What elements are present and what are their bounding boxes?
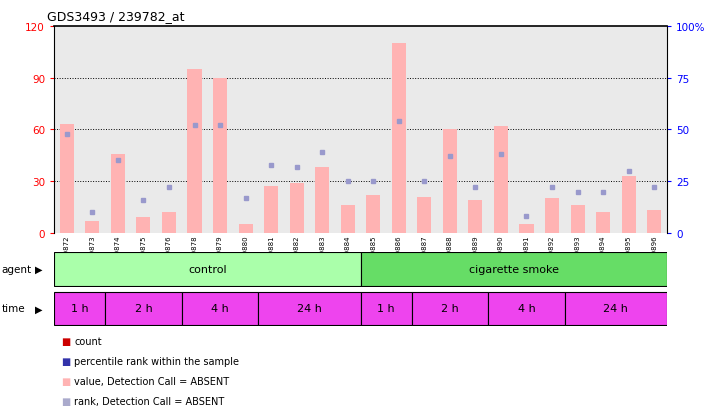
Text: ■: ■ bbox=[61, 356, 71, 366]
Text: ▶: ▶ bbox=[35, 304, 42, 314]
Bar bbox=[417, 197, 431, 233]
Bar bbox=[443, 130, 457, 233]
Text: ■: ■ bbox=[61, 376, 71, 386]
Text: 24 h: 24 h bbox=[603, 304, 628, 314]
Bar bbox=[258, 27, 284, 233]
Bar bbox=[437, 27, 463, 233]
Bar bbox=[590, 27, 616, 233]
Bar bbox=[187, 70, 202, 233]
Text: 1 h: 1 h bbox=[71, 304, 89, 314]
Bar bbox=[290, 183, 304, 233]
Bar bbox=[366, 195, 380, 233]
Bar bbox=[570, 206, 585, 233]
Bar bbox=[360, 292, 412, 325]
Text: rank, Detection Call = ABSENT: rank, Detection Call = ABSENT bbox=[74, 396, 224, 406]
Bar bbox=[545, 199, 559, 233]
Bar bbox=[54, 292, 105, 325]
Bar bbox=[233, 27, 258, 233]
Text: 1 h: 1 h bbox=[377, 304, 395, 314]
Bar bbox=[642, 27, 667, 233]
Bar bbox=[360, 253, 667, 286]
Bar bbox=[213, 78, 227, 233]
Bar bbox=[79, 27, 105, 233]
Bar bbox=[622, 177, 636, 233]
Text: ■: ■ bbox=[61, 396, 71, 406]
Bar bbox=[392, 44, 406, 233]
Bar bbox=[131, 27, 156, 233]
Text: 2 h: 2 h bbox=[135, 304, 152, 314]
Text: ■: ■ bbox=[61, 337, 71, 347]
Bar bbox=[463, 27, 488, 233]
Text: control: control bbox=[188, 264, 226, 275]
Bar bbox=[335, 27, 360, 233]
Text: GDS3493 / 239782_at: GDS3493 / 239782_at bbox=[47, 10, 185, 23]
Bar bbox=[156, 27, 182, 233]
Text: 24 h: 24 h bbox=[297, 304, 322, 314]
Bar bbox=[162, 213, 176, 233]
Bar bbox=[341, 206, 355, 233]
Text: ▶: ▶ bbox=[35, 264, 42, 275]
Bar bbox=[596, 213, 610, 233]
Bar bbox=[182, 292, 258, 325]
Bar bbox=[412, 27, 437, 233]
Bar bbox=[264, 187, 278, 233]
Bar bbox=[60, 125, 74, 233]
Bar bbox=[85, 221, 99, 233]
Text: 4 h: 4 h bbox=[518, 304, 536, 314]
Bar bbox=[647, 211, 661, 233]
Bar bbox=[136, 218, 151, 233]
Bar bbox=[105, 292, 182, 325]
Bar bbox=[111, 154, 125, 233]
Bar bbox=[539, 27, 565, 233]
Bar bbox=[565, 292, 667, 325]
Bar bbox=[239, 225, 252, 233]
Text: time: time bbox=[1, 304, 25, 314]
Bar bbox=[488, 292, 565, 325]
Bar bbox=[565, 27, 590, 233]
Bar bbox=[309, 27, 335, 233]
Bar bbox=[315, 168, 329, 233]
Bar bbox=[54, 27, 79, 233]
Bar bbox=[412, 292, 488, 325]
Bar bbox=[54, 253, 360, 286]
Bar bbox=[488, 27, 514, 233]
Text: cigarette smoke: cigarette smoke bbox=[469, 264, 559, 275]
Text: percentile rank within the sample: percentile rank within the sample bbox=[74, 356, 239, 366]
Text: agent: agent bbox=[1, 264, 32, 275]
Bar bbox=[360, 27, 386, 233]
Bar bbox=[258, 292, 360, 325]
Bar bbox=[105, 27, 131, 233]
Text: 4 h: 4 h bbox=[211, 304, 229, 314]
Bar bbox=[494, 127, 508, 233]
Bar bbox=[182, 27, 208, 233]
Bar bbox=[616, 27, 642, 233]
Bar bbox=[513, 27, 539, 233]
Text: 2 h: 2 h bbox=[441, 304, 459, 314]
Text: count: count bbox=[74, 337, 102, 347]
Bar bbox=[386, 27, 412, 233]
Bar bbox=[519, 225, 534, 233]
Bar bbox=[469, 201, 482, 233]
Bar bbox=[284, 27, 309, 233]
Bar bbox=[208, 27, 233, 233]
Text: value, Detection Call = ABSENT: value, Detection Call = ABSENT bbox=[74, 376, 229, 386]
